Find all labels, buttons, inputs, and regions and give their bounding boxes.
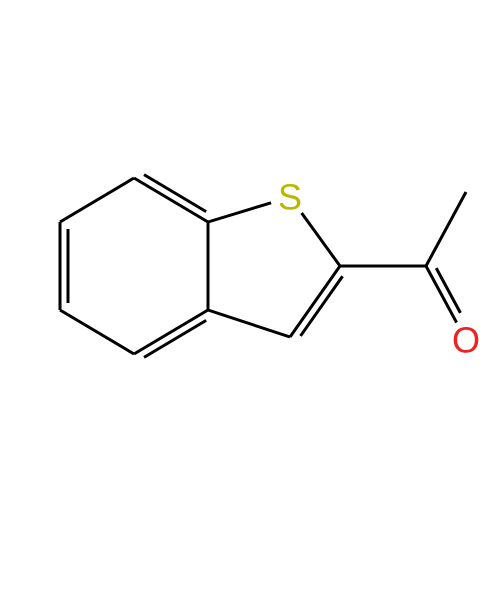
atom-label-O: O [452, 320, 480, 361]
molecule-svg: SO [0, 0, 500, 600]
atom-label-S: S [278, 177, 302, 218]
chemical-structure-canvas: SO [0, 0, 500, 600]
canvas-background [0, 0, 500, 600]
